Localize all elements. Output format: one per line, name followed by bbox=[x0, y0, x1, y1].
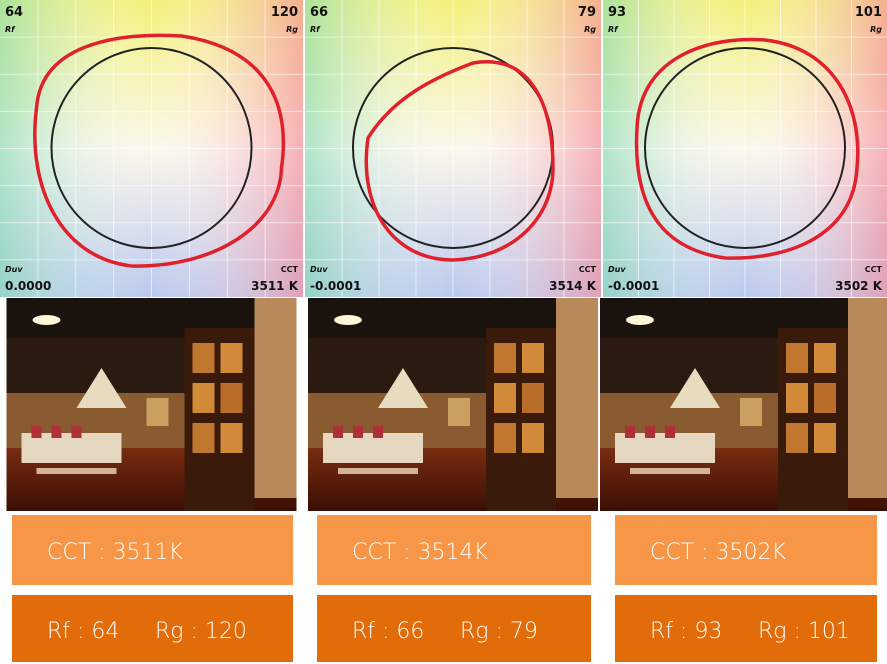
cct-text: CCT : 3514K bbox=[352, 540, 489, 565]
rf-text: Rf : 93 bbox=[650, 619, 722, 644]
rf-label: Rf bbox=[608, 25, 619, 34]
room-photo bbox=[600, 298, 887, 511]
cct-label: CCT bbox=[281, 265, 299, 274]
rating-cell bbox=[317, 595, 591, 662]
cct-label: CCT bbox=[865, 265, 883, 274]
duv-value: -0.0001 bbox=[608, 279, 659, 293]
rg-label: Rg bbox=[870, 25, 882, 34]
rating-cell bbox=[615, 595, 877, 662]
rf-text: Rf : 64 bbox=[47, 619, 119, 644]
panel: 64 Rf 120 Rg Duv 0.0000 CCT 3511 K CCT : 3511K Rf… bbox=[0, 0, 303, 662]
rf-value: 66 bbox=[310, 5, 328, 20]
rg-text: Rg : 101 bbox=[758, 619, 850, 644]
test-source-gamut bbox=[33, 33, 286, 268]
cct-value: 3514 K bbox=[549, 279, 597, 293]
rg-label: Rg bbox=[584, 25, 596, 34]
rf-value: 64 bbox=[5, 5, 23, 20]
cct-text: CCT : 3511K bbox=[47, 540, 184, 565]
rating-cell bbox=[12, 595, 293, 662]
duv-label: Duv bbox=[310, 265, 328, 274]
test-source-gamut bbox=[634, 37, 860, 260]
duv-label: Duv bbox=[5, 265, 23, 274]
cct-cell bbox=[615, 515, 877, 585]
duv-value: -0.0001 bbox=[310, 279, 361, 293]
rg-value: 79 bbox=[578, 5, 596, 20]
cct-cell bbox=[12, 515, 293, 585]
cct-label: CCT bbox=[579, 265, 597, 274]
rf-label: Rf bbox=[310, 25, 321, 34]
rg-value: 101 bbox=[855, 5, 882, 20]
panel: 66 Rf 79 Rg Duv -0.0001 CCT 3514 K CCT : 3514K Rf… bbox=[305, 0, 601, 662]
cct-value: 3502 K bbox=[835, 279, 883, 293]
duv-value: 0.0000 bbox=[5, 279, 51, 293]
rg-text: Rg : 79 bbox=[460, 619, 538, 644]
rf-label: Rf bbox=[5, 25, 16, 34]
duv-label: Duv bbox=[608, 265, 626, 274]
cct-value: 3511 K bbox=[251, 279, 299, 293]
rf-value: 93 bbox=[608, 5, 626, 20]
rf-text: Rf : 66 bbox=[352, 619, 424, 644]
room-photo bbox=[6, 298, 297, 511]
panel: 93 Rf 101 Rg Duv -0.0001 CCT 3502 K CCT : 3502K R… bbox=[600, 0, 887, 662]
cct-text: CCT : 3502K bbox=[650, 540, 787, 565]
reference-circle bbox=[50, 47, 253, 249]
rg-value: 120 bbox=[271, 5, 298, 20]
reference-circle bbox=[644, 47, 846, 249]
room-photo bbox=[308, 298, 598, 511]
cct-cell bbox=[317, 515, 591, 585]
rg-text: Rg : 120 bbox=[155, 619, 247, 644]
rg-label: Rg bbox=[286, 25, 298, 34]
test-source-gamut bbox=[364, 60, 555, 262]
